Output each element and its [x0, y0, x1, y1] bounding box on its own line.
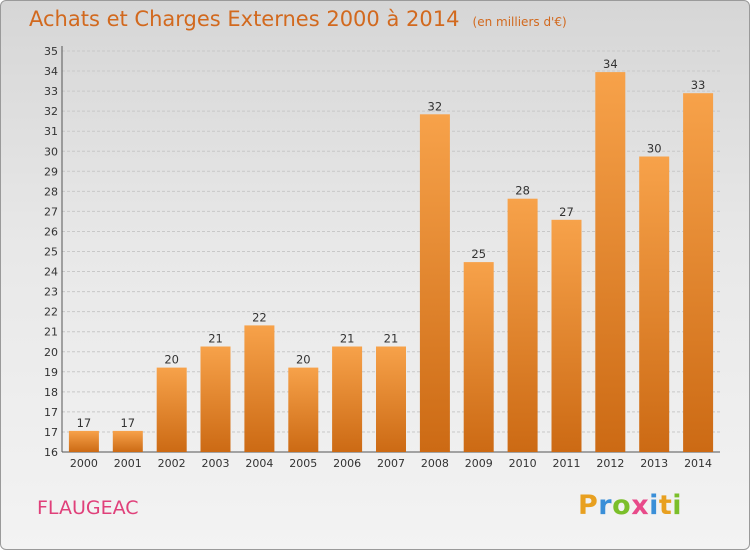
y-tick-label: 25	[44, 246, 58, 259]
y-tick-label: 26	[44, 225, 58, 238]
data-label: 17	[77, 416, 92, 430]
bar-2014	[683, 93, 714, 452]
x-tick-label: 2004	[245, 457, 273, 470]
logo-letter: t	[658, 490, 673, 521]
y-tick-label: 17	[44, 406, 58, 419]
chart-title: Achats et Charges Externes 2000 à 2014	[29, 7, 460, 31]
x-tick-label: 2014	[684, 457, 712, 470]
logo-letter: i	[649, 490, 659, 521]
data-label: 32	[428, 99, 443, 113]
y-tick-label: 34	[44, 65, 58, 78]
bar-2006	[332, 346, 363, 452]
bar-2009	[463, 262, 494, 452]
data-label: 25	[471, 247, 486, 261]
y-tick-label: 21	[44, 326, 58, 339]
data-label: 22	[252, 310, 267, 324]
data-label: 21	[340, 331, 355, 345]
bar-2013	[639, 156, 670, 452]
data-label: 21	[208, 331, 223, 345]
bar-2008	[419, 114, 450, 453]
x-tick-label: 2007	[377, 457, 405, 470]
logo-letter: x	[631, 490, 650, 521]
y-tick-label: 17	[44, 426, 58, 439]
logo-letter: r	[598, 490, 613, 521]
x-tick-label: 2006	[333, 457, 361, 470]
y-tick-label: 16	[44, 446, 58, 459]
data-label: 30	[647, 142, 662, 156]
y-tick-label: 18	[44, 386, 58, 399]
bar-2004	[244, 325, 275, 452]
bar-2007	[376, 346, 406, 452]
x-tick-label: 2005	[289, 457, 317, 470]
y-tick-label: 27	[44, 205, 58, 218]
y-tick-label: 28	[44, 185, 58, 198]
bar-2001	[112, 430, 143, 452]
y-tick-label: 22	[44, 306, 58, 319]
bar-2012	[595, 72, 626, 452]
y-tick-labels: 16 17 17 18 19 20 21 22 23 24 25 26 27 28 29 30 31 32 33 34…	[44, 45, 58, 459]
y-tick-label: 33	[44, 85, 58, 98]
data-label: 20	[164, 353, 179, 367]
bar-2002	[156, 367, 187, 452]
x-tick-label: 2001	[114, 457, 142, 470]
data-labels: 17 17 20 21 22 20 21 21 32 25 28 27 34 30 33	[77, 57, 706, 430]
y-tick-label: 24	[44, 266, 58, 279]
data-label: 20	[296, 353, 311, 367]
data-label: 21	[384, 331, 399, 345]
y-tick-label: 23	[44, 286, 58, 299]
x-tick-label: 2010	[509, 457, 537, 470]
bar-2010	[507, 198, 538, 452]
commune-name: FLAUGEAC	[37, 497, 139, 519]
x-tick-labels: 2000 2001 2002 2003 2004 2005 2006 2007 2008 2009…	[70, 457, 712, 470]
chart-title-block: Achats et Charges Externes 2000 à 2014 (…	[29, 7, 567, 31]
x-tick-label: 2011	[552, 457, 580, 470]
logo-letter: i	[672, 490, 683, 521]
data-label: 28	[515, 184, 530, 198]
x-tick-label: 2012	[596, 457, 624, 470]
proxiti-logo: Proxiti	[578, 490, 682, 521]
data-label: 34	[603, 57, 618, 71]
logo-letter: P	[578, 490, 599, 521]
logo-letter: o	[612, 490, 632, 521]
data-label: 27	[559, 205, 574, 219]
bar-2011	[551, 219, 582, 452]
bars	[68, 72, 714, 453]
y-tick-label: 31	[44, 125, 58, 138]
y-tick-label: 30	[44, 145, 58, 158]
x-tick-label: 2013	[640, 457, 668, 470]
x-tick-label: 2008	[421, 457, 449, 470]
x-tick-label: 2000	[70, 457, 98, 470]
y-tick-label: 20	[44, 346, 58, 359]
bar-2005	[288, 367, 319, 452]
y-tick-label: 32	[44, 105, 58, 118]
bar-2003	[200, 346, 231, 452]
data-label: 33	[691, 78, 706, 92]
y-tick-label: 19	[44, 366, 58, 379]
data-label: 17	[120, 416, 135, 430]
y-tick-label: 29	[44, 165, 58, 178]
bar-2000	[68, 430, 99, 452]
x-tick-label: 2002	[158, 457, 186, 470]
x-tick-label: 2003	[202, 457, 230, 470]
y-tick-label: 35	[44, 45, 58, 58]
chart-unit: (en milliers d'€)	[472, 15, 567, 29]
x-tick-label: 2009	[465, 457, 493, 470]
